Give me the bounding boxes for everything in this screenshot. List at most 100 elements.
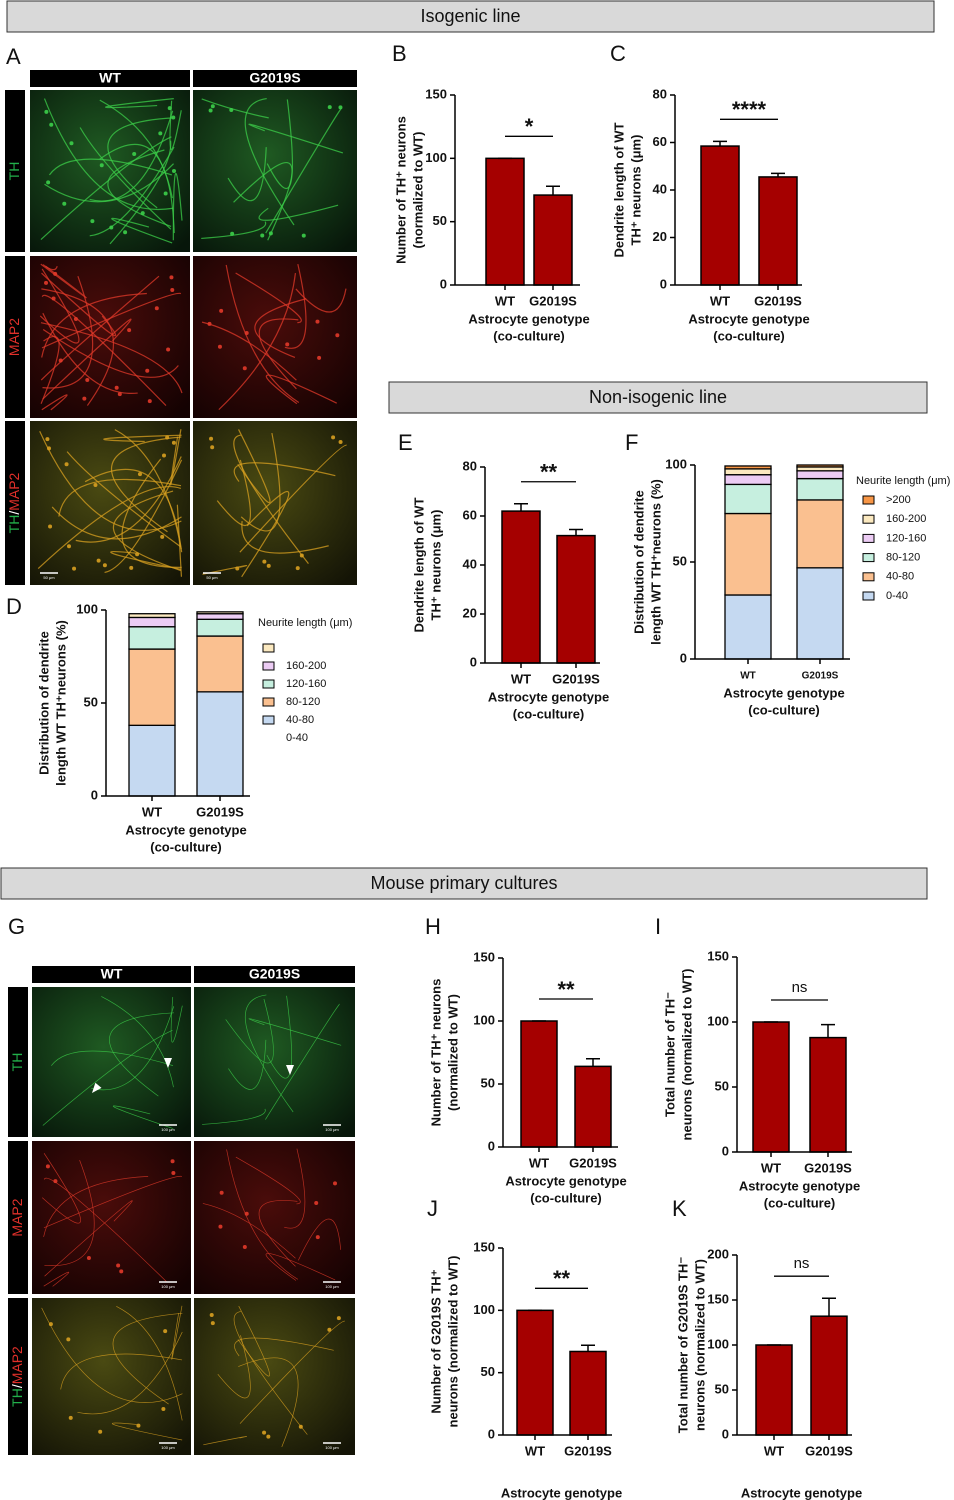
neurite xyxy=(241,520,329,554)
neurite xyxy=(234,1337,334,1357)
error-bar xyxy=(771,172,785,177)
y-tick-label: 100 xyxy=(425,150,447,165)
row-label-part: TH xyxy=(9,1053,25,1072)
row-label: TH xyxy=(9,1053,25,1072)
y-axis-label: Number of TH⁺ neurons xyxy=(393,116,408,264)
neurite xyxy=(233,462,336,482)
neurite xyxy=(233,162,293,241)
neurite xyxy=(112,1312,183,1405)
y-tick-label: 200 xyxy=(707,1246,729,1261)
soma xyxy=(45,1164,50,1169)
arrowhead xyxy=(164,1058,172,1068)
bar-segment xyxy=(796,567,844,660)
soma xyxy=(162,453,167,458)
soma xyxy=(137,472,142,477)
significance-label: ** xyxy=(540,460,558,485)
neurite xyxy=(44,1159,95,1266)
neurite xyxy=(43,98,174,210)
x-axis-label: Astrocyte genotype xyxy=(741,1485,862,1500)
x-tick-label: G2019S xyxy=(754,293,802,308)
y-tick-label: 20 xyxy=(463,605,477,620)
bar-segment xyxy=(128,626,176,650)
error-bar xyxy=(546,185,560,196)
section-header: Non-isogenic line xyxy=(589,387,727,407)
neurite xyxy=(237,1305,270,1377)
panel-letter: G xyxy=(8,914,25,939)
soma xyxy=(163,1329,168,1334)
neurite xyxy=(201,321,297,381)
neurite xyxy=(218,273,297,411)
y-tick-label: 150 xyxy=(707,1291,729,1306)
soma xyxy=(210,445,215,450)
soma xyxy=(219,308,224,313)
neurite xyxy=(84,468,183,553)
y-axis-label: Total number of TH⁻ xyxy=(662,992,677,1117)
row-label-strip xyxy=(8,1298,28,1455)
soma xyxy=(170,1159,175,1164)
neurite xyxy=(44,1200,133,1277)
bar-segment xyxy=(724,465,772,470)
bar-segment xyxy=(724,512,772,596)
soma xyxy=(169,275,174,280)
significance-label: ns xyxy=(792,979,808,996)
neurite xyxy=(41,292,182,349)
row-label: TH xyxy=(6,162,22,181)
neurite xyxy=(202,1108,266,1125)
error-bar xyxy=(569,528,583,536)
x-axis-label: Astrocyte genotype xyxy=(125,822,246,837)
neurite xyxy=(284,1148,306,1229)
y-tick-label: 0 xyxy=(91,787,98,802)
neurite xyxy=(248,123,344,154)
neurite xyxy=(237,429,271,504)
significance-label: ** xyxy=(553,1266,571,1291)
soma xyxy=(172,169,176,173)
neurite xyxy=(40,263,87,299)
legend-label: 120-160 xyxy=(886,532,926,544)
neurite xyxy=(42,312,138,394)
neurite xyxy=(41,1153,81,1224)
neurite xyxy=(265,1003,340,1120)
soma xyxy=(136,1423,141,1428)
section-header-box xyxy=(388,381,928,414)
neurite xyxy=(89,110,174,202)
soma xyxy=(208,108,213,113)
soma xyxy=(315,319,320,324)
bar xyxy=(501,510,541,664)
x-axis-label: (co-culture) xyxy=(748,702,820,717)
micrograph xyxy=(193,90,357,252)
bar xyxy=(485,157,525,286)
soma xyxy=(117,392,122,397)
legend-swatch xyxy=(262,661,275,671)
bar xyxy=(556,534,596,664)
significance-label: ns xyxy=(794,1255,810,1272)
bar-segment xyxy=(196,618,244,637)
row-label: TH/MAP2 xyxy=(9,1346,25,1407)
soma xyxy=(48,1322,53,1327)
soma xyxy=(166,347,171,352)
soma xyxy=(62,201,67,206)
y-tick-label: 80 xyxy=(463,458,477,473)
soma xyxy=(229,107,234,112)
soma xyxy=(90,219,95,224)
soma xyxy=(210,1321,215,1326)
y-axis-label: TH⁺ neurons (μm) xyxy=(628,135,643,246)
soma xyxy=(132,152,137,157)
neurite xyxy=(77,1331,183,1415)
neurite xyxy=(238,1357,299,1448)
y-axis-label: (normalized to WT) xyxy=(410,132,425,249)
soma xyxy=(338,440,343,445)
bar-segment xyxy=(128,613,176,619)
panel-letter: F xyxy=(625,430,638,455)
panel-letter: B xyxy=(392,41,407,66)
y-tick-label: 0 xyxy=(722,1143,729,1158)
neurite xyxy=(258,1200,298,1267)
soma xyxy=(51,296,56,301)
x-tick-label: G2019S xyxy=(552,671,600,686)
soma xyxy=(262,1430,267,1435)
y-axis-label: TH⁺ neurons (μm) xyxy=(428,510,443,621)
y-axis-label: Number of G2019S TH⁺ xyxy=(428,1269,443,1413)
y-tick-label: 40 xyxy=(463,556,477,571)
micrograph xyxy=(32,1298,191,1455)
column-header-box xyxy=(32,966,191,983)
